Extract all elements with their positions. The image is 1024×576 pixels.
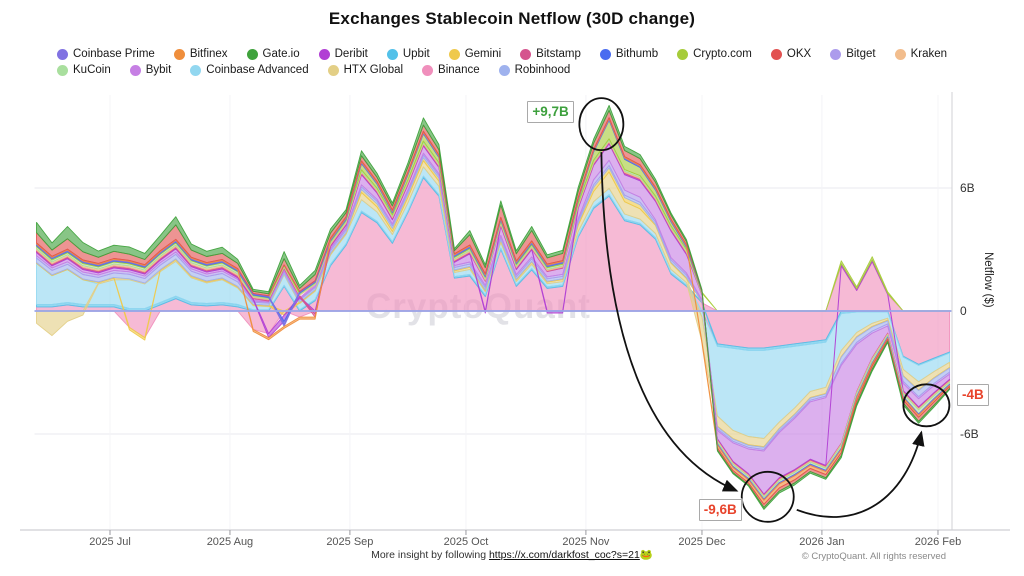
legend-color-dot [246, 48, 258, 60]
x-tick-label: 2025 Dec [678, 536, 726, 548]
legend-color-dot [129, 64, 141, 76]
legend-item-kucoin[interactable]: KuCoin [57, 64, 111, 76]
legend-color-dot [57, 64, 68, 76]
x-tick-label: 2026 Jan [799, 536, 845, 548]
legend-label: Coinbase Advanced [206, 64, 309, 76]
area-gate-io [36, 104, 951, 510]
annotation-circle-peak [578, 97, 625, 152]
legend-color-dot [448, 48, 460, 60]
legend-row: Coinbase Prime Bitfinex Gate.io Deribit Upbi… [57, 48, 987, 60]
legend-item-crypto-com[interactable]: Crypto.com [677, 48, 752, 60]
legend-item-gemini[interactable]: Gemini [448, 48, 502, 60]
chart-title: Exchanges Stablecoin Netflow (30D change… [328, 9, 696, 28]
legend-item-coinbase-prime[interactable]: Coinbase Prime [57, 48, 155, 60]
x-tick-label: 2025 Sep [326, 536, 374, 548]
x-tick-label: 2025 Jul [89, 536, 131, 548]
legend-item-upbit[interactable]: Upbit [386, 48, 430, 60]
x-tick-label: 2025 Oct [443, 536, 489, 548]
legend-label: Coinbase Prime [73, 48, 155, 60]
legend-label: Kraken [910, 48, 948, 60]
legend-label: HTX Global [343, 64, 404, 76]
legend-color-dot [599, 48, 611, 60]
stacked-areas [36, 104, 951, 510]
y-tick-label: 0 [960, 304, 967, 318]
frog-emoji: 🐸 [639, 549, 653, 561]
legend-color-dot [830, 48, 842, 60]
legend-color-dot [318, 48, 330, 60]
legend-label: Crypto.com [693, 48, 752, 60]
legend-color-dot [190, 64, 202, 76]
legend-label: KuCoin [73, 64, 111, 76]
legend-label: Bitstamp [536, 48, 581, 60]
legend-color-dot [327, 64, 339, 76]
legend-item-bitfinex[interactable]: Bitfinex [173, 48, 228, 60]
legend-label: Bithumb [615, 48, 659, 60]
legend-item-okx[interactable]: OKX [770, 48, 812, 60]
legend-color-dot [677, 48, 689, 60]
y-tick-label: 6B [960, 181, 975, 195]
legend-item-bitstamp[interactable]: Bitstamp [520, 48, 581, 60]
y-tick-label: -6B [960, 427, 979, 441]
legend-label: Gate.io [262, 48, 300, 60]
legend-color-dot [770, 48, 782, 60]
arrow-peak-to-trough [600, 152, 739, 492]
footer-copyright: © CryptoQuant. All rights reserved [801, 551, 946, 562]
legend-color-dot [520, 48, 532, 60]
legend-item-bithumb[interactable]: Bithumb [599, 48, 659, 60]
annotation-current-value: -4B [957, 384, 989, 407]
y-axis-title: Netflow ($) [982, 252, 994, 308]
legend: Coinbase Prime Bitfinex Gate.io Deribit Upbi… [57, 48, 987, 76]
legend-label: Gemini [464, 48, 502, 60]
arrow-trough-to-current [796, 430, 925, 518]
x-tick-label: 2026 Feb [914, 536, 962, 548]
legend-color-dot [173, 48, 185, 60]
legend-color-dot [894, 48, 906, 60]
legend-color-dot [422, 64, 434, 76]
footer-insight-prefix: More insight by following [371, 549, 489, 561]
annotation-circle-trough [740, 470, 795, 523]
annotation-trough-value: -9,6B [698, 498, 742, 521]
legend-item-htx-global[interactable]: HTX Global [327, 64, 404, 76]
legend-item-deribit[interactable]: Deribit [318, 48, 368, 60]
footer-insight-link[interactable]: https://x.com/darkfost_coc?s=21 [488, 549, 640, 561]
legend-row: KuCoin Bybit Coinbase Advanced HTX Global Bi… [57, 64, 987, 76]
legend-label: Upbit [402, 48, 430, 60]
legend-item-bitget[interactable]: Bitget [830, 48, 876, 60]
footer-insight: More insight by following https://x.com/… [0, 548, 1024, 561]
legend-label: Deribit [334, 48, 368, 60]
x-tick-label: 2025 Nov [562, 536, 610, 548]
legend-item-bybit[interactable]: Bybit [129, 64, 172, 76]
legend-label: Bitget [846, 48, 876, 60]
x-tick-label: 2025 Aug [206, 536, 254, 548]
legend-item-robinhood[interactable]: Robinhood [498, 64, 571, 76]
legend-color-dot [57, 48, 68, 60]
legend-item-binance[interactable]: Binance [422, 64, 480, 76]
annotation-circle-current [902, 383, 951, 428]
legend-label: Bitfinex [189, 48, 228, 60]
legend-label: Bybit [145, 64, 172, 76]
legend-color-dot [386, 48, 398, 60]
legend-color-dot [498, 64, 510, 76]
legend-label: Robinhood [514, 64, 571, 76]
annotation-peak-value: +9,7B [527, 101, 574, 124]
legend-item-gate-io[interactable]: Gate.io [246, 48, 300, 60]
legend-item-kraken[interactable]: Kraken [894, 48, 948, 60]
legend-item-coinbase-advanced[interactable]: Coinbase Advanced [190, 64, 309, 76]
legend-label: Binance [438, 64, 480, 76]
legend-label: OKX [786, 48, 812, 60]
